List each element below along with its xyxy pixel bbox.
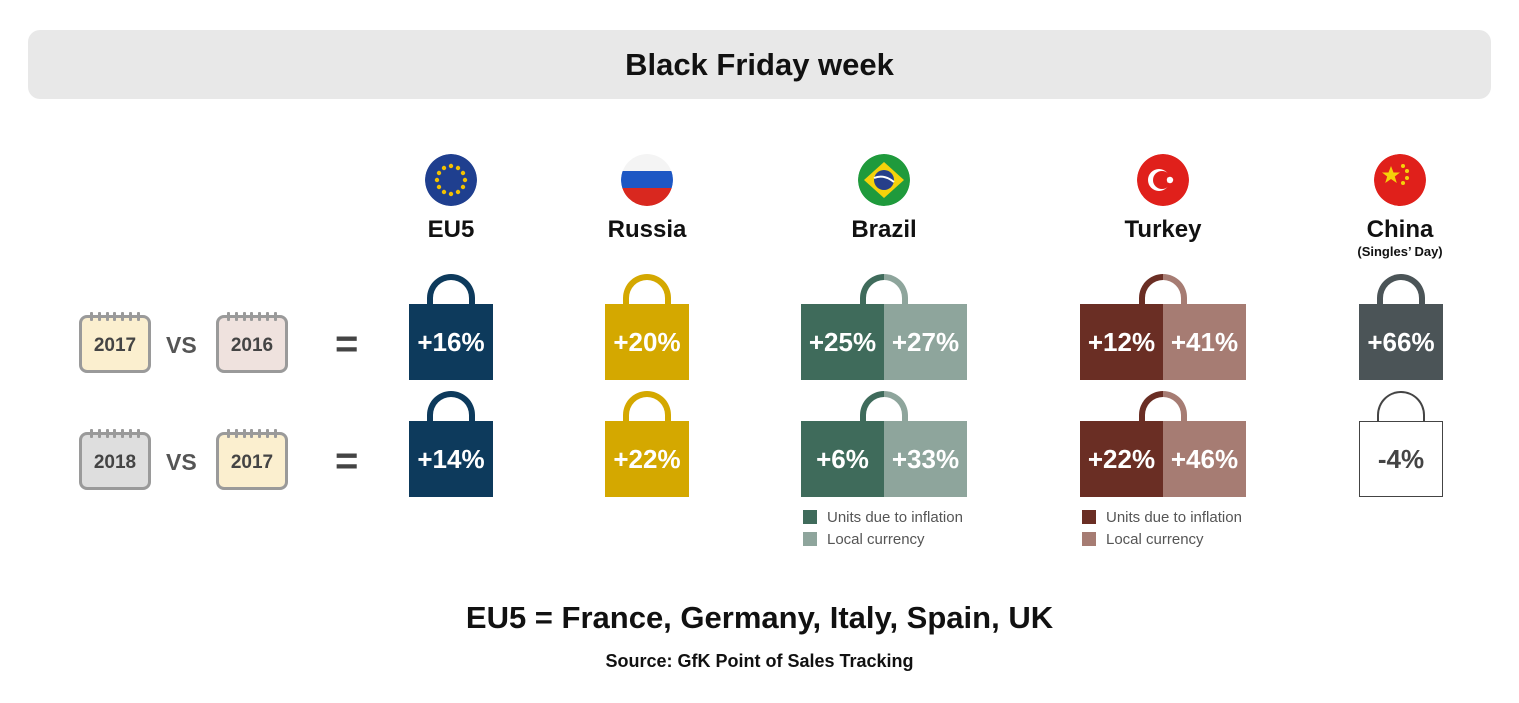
calendar-icon: 2018	[79, 429, 151, 490]
china-flag-icon	[1374, 154, 1426, 206]
legend-turkey: Units due to inflation Local currency	[1082, 506, 1242, 550]
legend-label: Local currency	[827, 530, 925, 548]
shopping-bag-brazil-2017: +25% +27%	[801, 274, 967, 380]
legend-swatch	[1082, 510, 1096, 524]
shopping-bag-china-2018: -4%	[1359, 391, 1443, 497]
country-name: China	[1366, 216, 1434, 243]
growth-value: +16%	[409, 304, 493, 380]
shopping-bag-turkey-2018: +22% +46%	[1080, 391, 1246, 497]
country-name: EU5	[427, 216, 475, 243]
growth-value: +14%	[409, 421, 493, 497]
year-label: 2017	[93, 335, 137, 356]
country-china: China (Singles’ Day)	[1300, 154, 1500, 260]
country-eu5: EU5	[351, 154, 551, 244]
growth-value: +20%	[605, 304, 689, 380]
title-bar: Black Friday week	[28, 30, 1491, 99]
legend-brazil: Units due to inflation Local currency	[803, 506, 963, 550]
legend-swatch	[803, 510, 817, 524]
growth-value: +66%	[1359, 304, 1443, 380]
units-value: +6%	[801, 421, 884, 497]
year-label: 2017	[230, 452, 274, 473]
legend-swatch	[1082, 532, 1096, 546]
country-name: Turkey	[1124, 216, 1202, 243]
country-subtitle: (Singles’ Day)	[1357, 244, 1443, 259]
country-name: Brazil	[851, 216, 917, 243]
country-turkey: Turkey	[1063, 154, 1263, 244]
brazil-flag-icon	[858, 154, 910, 206]
russia-flag-icon	[621, 154, 673, 206]
units-value: +25%	[801, 304, 884, 380]
turkey-flag-icon	[1137, 154, 1189, 206]
growth-value: -4%	[1359, 421, 1443, 497]
eu-flag-icon	[425, 154, 477, 206]
shopping-bag-eu5-2018: +14%	[409, 391, 493, 497]
legend-label: Units due to inflation	[1106, 508, 1242, 526]
vs-label: VS	[166, 332, 197, 358]
calendar-icon: 2017	[79, 312, 151, 373]
year-label: 2016	[230, 335, 274, 356]
shopping-bag-russia-2017: +20%	[605, 274, 689, 380]
shopping-bag-eu5-2017: +16%	[409, 274, 493, 380]
country-name: Russia	[607, 216, 687, 243]
legend-label: Local currency	[1106, 530, 1204, 548]
country-brazil: Brazil	[784, 154, 984, 244]
source-note: Source: GfK Point of Sales Tracking	[605, 651, 914, 671]
legend-label: Units due to inflation	[827, 508, 963, 526]
local-currency-value: +33%	[884, 421, 967, 497]
year-label: 2018	[93, 452, 137, 473]
units-value: +22%	[1080, 421, 1163, 497]
shopping-bag-china-2017: +66%	[1359, 274, 1443, 380]
growth-value: +22%	[605, 421, 689, 497]
local-currency-value: +46%	[1163, 421, 1246, 497]
local-currency-value: +27%	[884, 304, 967, 380]
calendar-icon: 2016	[216, 312, 288, 373]
country-russia: Russia	[547, 154, 747, 244]
page-title: Black Friday week	[625, 46, 894, 82]
legend-swatch	[803, 532, 817, 546]
equals-sign: =	[335, 322, 359, 366]
shopping-bag-turkey-2017: +12% +41%	[1080, 274, 1246, 380]
units-value: +12%	[1080, 304, 1163, 380]
shopping-bag-russia-2018: +22%	[605, 391, 689, 497]
eu5-definition: EU5 = France, Germany, Italy, Spain, UK	[465, 600, 1054, 635]
calendar-icon: 2017	[216, 429, 288, 490]
vs-label: VS	[166, 449, 197, 475]
equals-sign: =	[335, 439, 359, 483]
shopping-bag-brazil-2018: +6% +33%	[801, 391, 967, 497]
local-currency-value: +41%	[1163, 304, 1246, 380]
